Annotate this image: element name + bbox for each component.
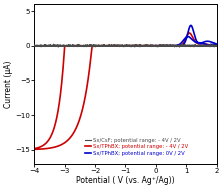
Sx/TPhBX; potential range: 0V / 2V: (1.95, 0.329): 0V / 2V: (1.95, 0.329) bbox=[214, 42, 216, 45]
Sx/TPhBX; potential range: - 4V / 2V: (-1.94, 0): - 4V / 2V: (-1.94, 0) bbox=[95, 45, 98, 47]
Sx/TPhBX; potential range: 0V / 2V: (0, 0): 0V / 2V: (0, 0) bbox=[155, 45, 157, 47]
Sx/TPhBX; potential range: - 4V / 2V: (-1.86, 0): - 4V / 2V: (-1.86, 0) bbox=[98, 45, 101, 47]
Sx/TPhBX; potential range: - 4V / 2V: (1.1, 1.84): - 4V / 2V: (1.1, 1.84) bbox=[188, 32, 191, 34]
Sx/CsF; potential range: - 4V / 2V: (-1.08, -0.0268): - 4V / 2V: (-1.08, -0.0268) bbox=[122, 45, 124, 47]
Sx/TPhBX; potential range: - 4V / 2V: (-1.9, 0): - 4V / 2V: (-1.9, 0) bbox=[97, 45, 99, 47]
Sx/TPhBX; potential range: 0V / 2V: (0, 0): 0V / 2V: (0, 0) bbox=[155, 45, 157, 47]
Sx/CsF; potential range: - 4V / 2V: (1.83, -0.0206): - 4V / 2V: (1.83, -0.0206) bbox=[210, 45, 213, 47]
Line: Sx/CsF; potential range: - 4V / 2V: Sx/CsF; potential range: - 4V / 2V bbox=[34, 44, 217, 47]
Sx/TPhBX; potential range: 0V / 2V: (0.849, 0.474): 0V / 2V: (0.849, 0.474) bbox=[180, 41, 183, 44]
Sx/CsF; potential range: - 4V / 2V: (-3.37, 0.231): - 4V / 2V: (-3.37, 0.231) bbox=[52, 43, 55, 45]
Sx/CsF; potential range: - 4V / 2V: (-1.24, -0.0616): - 4V / 2V: (-1.24, -0.0616) bbox=[117, 45, 120, 47]
Sx/TPhBX; potential range: 0V / 2V: (0.114, 0): 0V / 2V: (0.114, 0) bbox=[158, 45, 161, 47]
Sx/CsF; potential range: - 4V / 2V: (0.73, -0.0969): - 4V / 2V: (0.73, -0.0969) bbox=[177, 45, 179, 48]
Legend: Sx/CsF; potential range: - 4V / 2V, Sx/TPhBX; potential range: - 4V / 2V, Sx/TPh: Sx/CsF; potential range: - 4V / 2V, Sx/T… bbox=[83, 136, 190, 158]
Y-axis label: Current (μA): Current (μA) bbox=[4, 60, 13, 108]
Sx/CsF; potential range: - 4V / 2V: (1.83, 0.0161): - 4V / 2V: (1.83, 0.0161) bbox=[210, 44, 213, 47]
Line: Sx/TPhBX; potential range: 0V / 2V: Sx/TPhBX; potential range: 0V / 2V bbox=[156, 25, 217, 46]
Sx/CsF; potential range: - 4V / 2V: (-4, 0.0298): - 4V / 2V: (-4, 0.0298) bbox=[33, 44, 36, 47]
Sx/TPhBX; potential range: 0V / 2V: (0.116, 0): 0V / 2V: (0.116, 0) bbox=[158, 45, 161, 47]
Sx/TPhBX; potential range: - 4V / 2V: (-3.59, -13.9): - 4V / 2V: (-3.59, -13.9) bbox=[45, 141, 48, 143]
Sx/TPhBX; potential range: - 4V / 2V: (0, 0): - 4V / 2V: (0, 0) bbox=[155, 45, 157, 47]
Sx/TPhBX; potential range: - 4V / 2V: (1.91, 0.0375): - 4V / 2V: (1.91, 0.0375) bbox=[213, 44, 215, 47]
X-axis label: Potential ( V (vs. Ag⁺/Ag)): Potential ( V (vs. Ag⁺/Ag)) bbox=[76, 176, 175, 185]
Sx/CsF; potential range: - 4V / 2V: (2, -0.0447): - 4V / 2V: (2, -0.0447) bbox=[215, 45, 218, 47]
Sx/CsF; potential range: - 4V / 2V: (-3.69, -0.0206): - 4V / 2V: (-3.69, -0.0206) bbox=[42, 45, 45, 47]
Sx/TPhBX; potential range: 0V / 2V: (1.15, 2.94): 0V / 2V: (1.15, 2.94) bbox=[190, 24, 192, 26]
Sx/TPhBX; potential range: - 4V / 2V: (-4, -14.9): - 4V / 2V: (-4, -14.9) bbox=[33, 148, 36, 150]
Sx/TPhBX; potential range: 0V / 2V: (1.84, 0.508): 0V / 2V: (1.84, 0.508) bbox=[211, 41, 213, 43]
Line: Sx/TPhBX; potential range: - 4V / 2V: Sx/TPhBX; potential range: - 4V / 2V bbox=[34, 33, 217, 149]
Sx/TPhBX; potential range: 0V / 2V: (0.204, 0): 0V / 2V: (0.204, 0) bbox=[161, 45, 163, 47]
Sx/TPhBX; potential range: - 4V / 2V: (2, 0.0132): - 4V / 2V: (2, 0.0132) bbox=[215, 45, 218, 47]
Sx/CsF; potential range: - 4V / 2V: (-3.21, -0.194): - 4V / 2V: (-3.21, -0.194) bbox=[57, 46, 60, 48]
Sx/TPhBX; potential range: - 4V / 2V: (-3.02, -1.02): - 4V / 2V: (-3.02, -1.02) bbox=[63, 52, 66, 54]
